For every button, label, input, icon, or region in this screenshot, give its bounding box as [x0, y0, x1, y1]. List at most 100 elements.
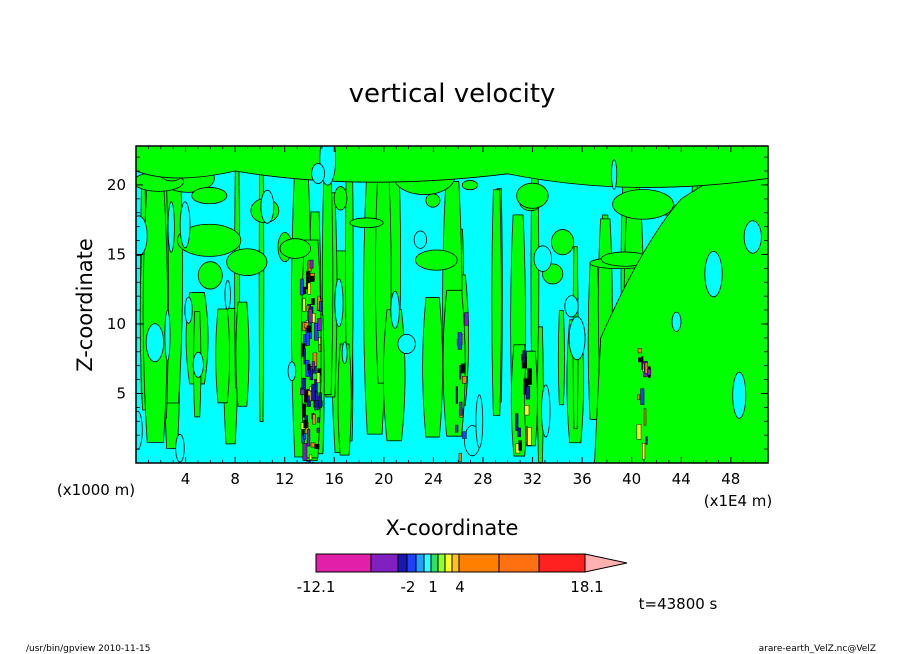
colorbar-segment: [444, 553, 453, 573]
x-tick-label: 36: [573, 470, 592, 488]
negative-contour: [533, 245, 553, 272]
negative-contour: [743, 220, 762, 254]
y-tick-label: 15: [107, 245, 126, 263]
y-tick-label: 20: [107, 176, 126, 194]
positive-contour: [382, 309, 406, 442]
positive-contour: [197, 261, 223, 290]
strong-velocity-cell: [642, 442, 646, 460]
negative-contour: [341, 341, 348, 365]
footer-left: /usr/bin/gpview 2010-11-15: [26, 644, 150, 654]
colorbar-label-min: -12.1: [297, 578, 336, 596]
negative-contour: [541, 384, 551, 438]
negative-contour: [287, 361, 297, 381]
strong-velocity-cell: [518, 440, 522, 451]
colorbar-segment: [315, 553, 372, 573]
strong-velocity-cell: [462, 376, 467, 384]
x-unit-left: (x1000 m): [57, 481, 135, 499]
colorbar-label-neg2: -2: [401, 578, 416, 596]
strong-velocity-cell: [317, 318, 322, 331]
strong-velocity-cell: [306, 325, 312, 333]
strong-velocity-cell: [461, 431, 467, 439]
chart-title: vertical velocity: [349, 79, 556, 109]
strong-velocity-cell: [645, 436, 648, 445]
x-tick-label: 16: [325, 470, 344, 488]
y-tick-label: 5: [116, 384, 126, 402]
colorbar-segment: [397, 553, 408, 573]
strong-velocity-cell: [636, 424, 642, 440]
strong-velocity-cell: [302, 443, 308, 461]
colorbar-label-4: 4: [455, 578, 465, 596]
positive-contour: [177, 223, 242, 257]
strong-velocity-cell: [318, 344, 322, 352]
strong-velocity-cell: [306, 429, 311, 447]
x-unit-right: (x1E4 m): [704, 492, 773, 510]
strong-velocity-cell: [307, 282, 311, 295]
positive-contour: [235, 301, 250, 407]
positive-contour: [333, 186, 348, 211]
colorbar-segment: [437, 553, 446, 573]
negative-contour: [136, 215, 148, 257]
colorbar-segment: [451, 553, 460, 573]
positive-contour: [136, 146, 768, 188]
x-axis: 4 8 12 16 20 24 28 32 36 40 44 48: [147, 146, 769, 488]
positive-contour: [415, 249, 458, 271]
strong-velocity-cell: [637, 348, 642, 354]
colorbar-label-1: 1: [428, 578, 438, 596]
negative-contour: [568, 316, 586, 361]
positive-contour: [557, 310, 565, 406]
strong-velocity-cell: [459, 401, 463, 416]
strong-velocity-cell: [309, 454, 313, 461]
positive-contour: [279, 238, 312, 259]
colorbar-segment: [415, 553, 425, 573]
strong-velocity-cell: [458, 452, 462, 462]
strong-velocity-cell: [314, 444, 320, 449]
negative-contour: [260, 189, 275, 224]
strong-velocity-cell: [318, 301, 323, 312]
colorbar-segment: [430, 553, 439, 573]
strong-velocity-cell: [318, 337, 321, 346]
strong-velocity-cell: [457, 332, 462, 350]
strong-velocity-cell: [640, 388, 645, 405]
positive-contour: [258, 146, 265, 422]
positive-contour: [491, 189, 502, 417]
negative-contour: [167, 201, 175, 253]
negative-contour: [564, 295, 579, 318]
positive-contour: [516, 182, 549, 209]
x-tick-label: 20: [374, 470, 393, 488]
strong-velocity-cell: [517, 427, 521, 438]
strong-velocity-cell: [515, 413, 519, 431]
strong-velocity-cell: [303, 419, 308, 429]
plot-frame: [135, 145, 769, 464]
strong-velocity-cell: [644, 362, 648, 374]
plot-area: [136, 146, 768, 463]
strong-velocity-cell: [525, 386, 531, 400]
strong-velocity-cell: [314, 322, 319, 341]
negative-contour: [184, 296, 193, 324]
strong-velocity-cell: [307, 363, 311, 371]
strong-velocity-cell: [643, 408, 647, 426]
colorbar-segment: [370, 553, 399, 573]
negative-contour: [704, 250, 723, 298]
negative-contour: [224, 280, 231, 310]
colorbar-label-max: 18.1: [570, 578, 603, 596]
strong-velocity-cell: [637, 394, 640, 401]
negative-contour: [390, 290, 400, 329]
x-tick-label: 40: [622, 470, 641, 488]
y-axis-label: Z-coordinate: [73, 238, 97, 372]
strong-velocity-cell: [302, 403, 307, 418]
strong-velocity-cell: [314, 400, 319, 408]
positive-contour: [349, 217, 384, 229]
strong-velocity-cell: [302, 298, 306, 312]
strong-velocity-cell: [316, 372, 321, 384]
strong-velocity-cell: [301, 377, 307, 390]
x-tick-label: 8: [230, 470, 240, 488]
x-axis-label: X-coordinate: [386, 516, 519, 540]
strong-velocity-cell: [316, 417, 320, 423]
positive-contour: [442, 289, 466, 437]
strong-velocity-cell: [459, 365, 462, 380]
strong-velocity-cell: [303, 322, 309, 329]
strong-velocity-cell: [641, 356, 644, 370]
colorbar-segment: [423, 553, 432, 573]
positive-contour: [422, 297, 444, 438]
